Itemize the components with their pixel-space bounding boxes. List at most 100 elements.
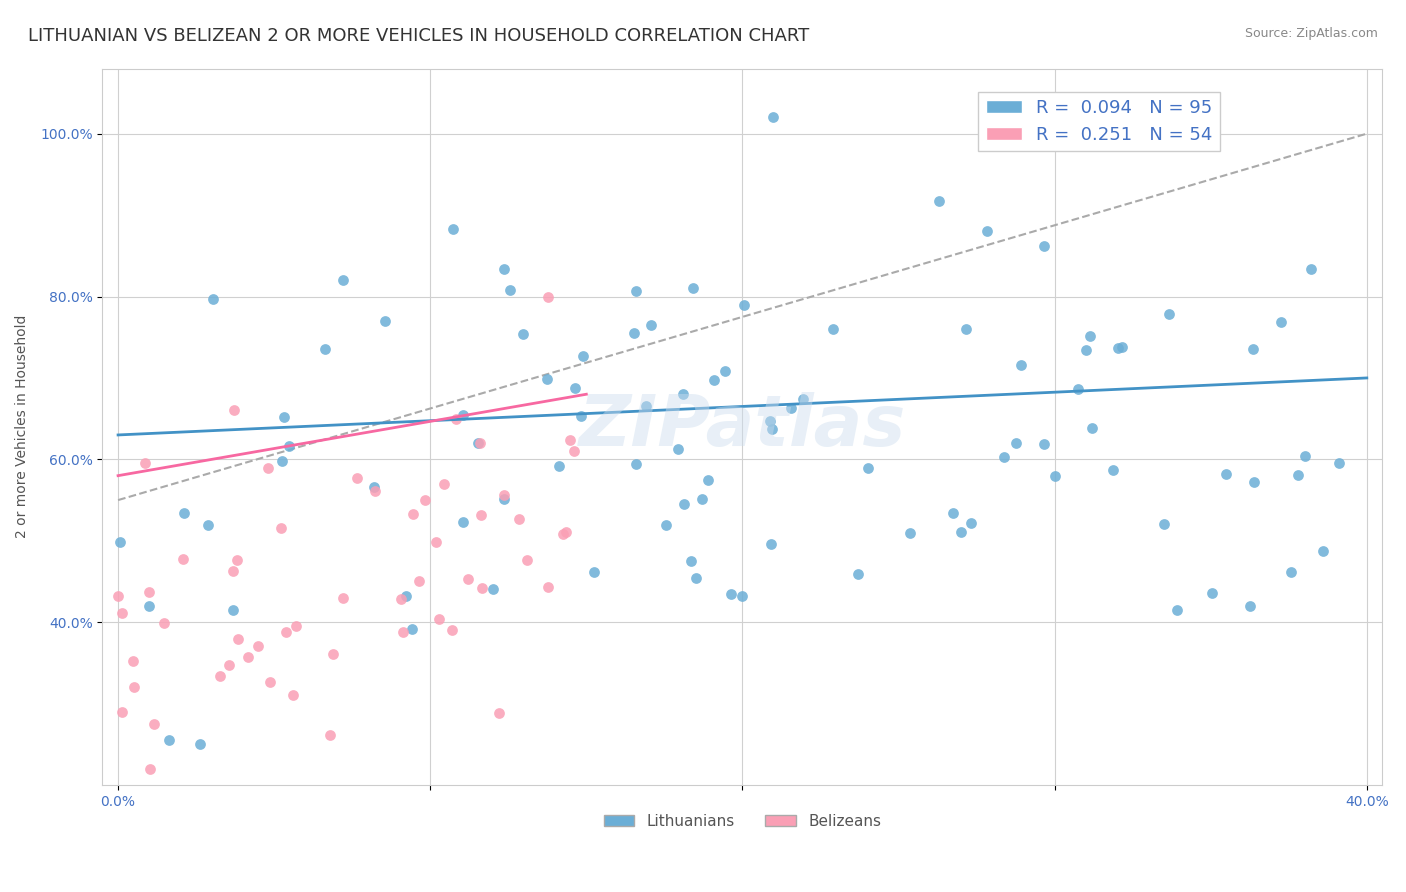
Point xyxy=(1166,602,1188,616)
Point xyxy=(202,292,225,306)
Point xyxy=(138,599,160,614)
Point xyxy=(572,349,595,363)
Point xyxy=(157,733,180,747)
Y-axis label: 2 or more Vehicles in Household: 2 or more Vehicles in Household xyxy=(15,315,30,539)
Point xyxy=(672,497,695,511)
Point xyxy=(488,706,510,721)
Point xyxy=(569,409,592,423)
Point xyxy=(457,572,479,586)
Point xyxy=(1033,239,1056,253)
Point xyxy=(898,526,921,541)
Point xyxy=(402,508,425,522)
Point xyxy=(761,421,783,435)
Point xyxy=(1067,383,1090,397)
Point xyxy=(499,284,522,298)
Point xyxy=(225,552,247,566)
Point xyxy=(401,623,423,637)
Point xyxy=(274,624,297,639)
Point xyxy=(111,607,134,621)
Point xyxy=(672,387,695,401)
Point xyxy=(1005,436,1028,450)
Point xyxy=(1201,586,1223,600)
Point xyxy=(389,591,412,606)
Point xyxy=(759,537,782,551)
Point xyxy=(190,738,212,752)
Point xyxy=(492,492,515,507)
Point xyxy=(1294,449,1316,463)
Text: LITHUANIAN VS BELIZEAN 2 OR MORE VEHICLES IN HOUSEHOLD CORRELATION CHART: LITHUANIAN VS BELIZEAN 2 OR MORE VEHICLE… xyxy=(28,27,810,45)
Point xyxy=(138,585,160,599)
Point xyxy=(134,457,156,471)
Point xyxy=(197,517,219,532)
Point xyxy=(142,717,165,731)
Point xyxy=(846,567,869,582)
Point xyxy=(1081,420,1104,434)
Point xyxy=(209,669,232,683)
Point xyxy=(759,414,782,428)
Point xyxy=(122,654,145,668)
Point xyxy=(468,436,491,450)
Point xyxy=(107,589,129,603)
Point xyxy=(690,491,713,506)
Point xyxy=(153,615,176,630)
Point xyxy=(823,322,845,336)
Point xyxy=(433,476,456,491)
Point xyxy=(108,535,131,549)
Point xyxy=(482,582,505,597)
Point xyxy=(640,318,662,332)
Point xyxy=(322,647,344,661)
Point xyxy=(364,484,387,499)
Point xyxy=(425,535,447,549)
Point xyxy=(222,403,245,417)
Point xyxy=(562,443,585,458)
Point xyxy=(273,410,295,425)
Point xyxy=(762,111,785,125)
Point xyxy=(634,399,657,413)
Point xyxy=(259,675,281,690)
Point xyxy=(256,461,278,475)
Point xyxy=(666,442,689,456)
Point xyxy=(681,554,703,568)
Point xyxy=(427,611,450,625)
Point xyxy=(471,581,494,595)
Point xyxy=(960,516,983,530)
Point xyxy=(624,457,647,471)
Point xyxy=(373,314,395,328)
Point xyxy=(949,524,972,539)
Point xyxy=(508,512,530,526)
Point xyxy=(453,408,475,422)
Point xyxy=(226,632,249,647)
Point xyxy=(1043,469,1066,483)
Point xyxy=(172,552,194,566)
Point xyxy=(942,506,965,520)
Point xyxy=(582,565,605,579)
Point xyxy=(1279,566,1302,580)
Point xyxy=(779,401,801,416)
Point xyxy=(173,506,195,520)
Point xyxy=(111,705,134,719)
Point xyxy=(537,289,560,303)
Point xyxy=(363,480,385,494)
Point xyxy=(993,450,1015,464)
Point xyxy=(928,194,950,209)
Point xyxy=(1107,341,1129,355)
Point xyxy=(246,639,269,653)
Point xyxy=(1157,307,1180,321)
Point xyxy=(139,762,162,776)
Point xyxy=(346,471,368,485)
Point xyxy=(537,580,560,594)
Point xyxy=(624,284,647,298)
Point xyxy=(955,322,977,336)
Point xyxy=(792,392,814,406)
Point xyxy=(1153,516,1175,531)
Point xyxy=(1101,463,1123,477)
Point xyxy=(332,591,354,605)
Point xyxy=(332,273,354,287)
Point xyxy=(554,524,576,539)
Point xyxy=(1074,343,1097,357)
Point xyxy=(516,553,538,567)
Point xyxy=(281,688,304,702)
Point xyxy=(1243,475,1265,490)
Point xyxy=(124,680,146,694)
Point xyxy=(236,649,259,664)
